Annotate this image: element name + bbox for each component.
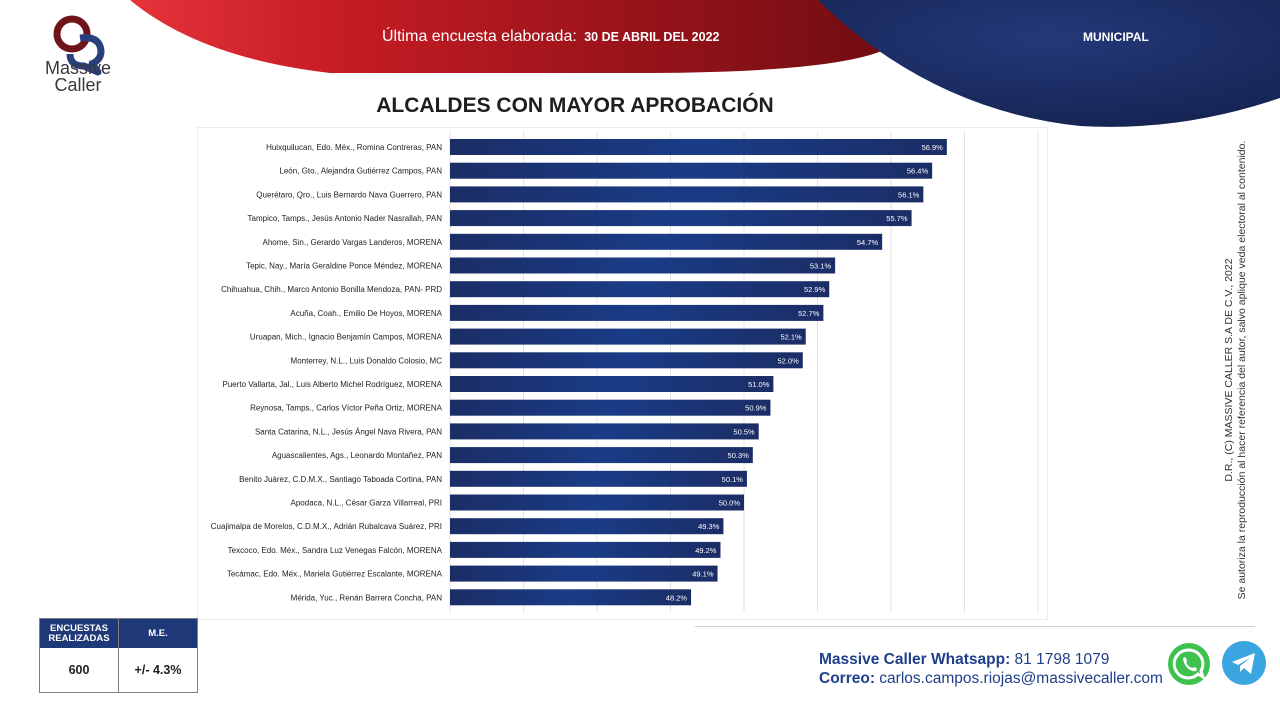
category-label: Puerto Vallarta, Jal., Luis Alberto Mich…	[223, 380, 443, 389]
bar-value-label: 56.4%	[907, 167, 929, 176]
category-label: Querétaro, Qro., Luis Bernardo Nava Guer…	[256, 190, 442, 199]
approval-bar	[450, 257, 836, 274]
approval-bar	[450, 139, 947, 155]
whatsapp-label: Massive Caller Whatsapp:	[819, 651, 1011, 668]
category-label: Acuña, Coah., Emilio De Hoyos, MORENA	[290, 309, 442, 318]
header-navy-swoosh	[818, 0, 1280, 127]
header-red-swoosh	[130, 0, 905, 73]
chart-title: ALCALDES CON MAYOR APROBACIÓN	[376, 94, 774, 117]
whatsapp-number[interactable]: 81 1798 1079	[1014, 651, 1110, 668]
approval-bar	[450, 447, 753, 464]
approval-bar	[450, 376, 774, 392]
category-label: Ahome, Sin., Gerardo Vargas Landeros, MO…	[263, 238, 443, 247]
category-label: Cuajimalpa de Morelos, C.D.M.X., Adrián …	[211, 522, 442, 531]
me-value: +/- 4.3%	[134, 663, 182, 677]
category-label: Monterrey, N.L., Luis Donaldo Colosio, M…	[291, 356, 443, 365]
bar-value-label: 51.0%	[748, 380, 770, 389]
approval-bar	[450, 162, 933, 179]
stats-header-row: ENCUESTAS REALIZADAS M.E.	[40, 619, 197, 648]
survey-date-line: Última encuesta elaborada: 30 DE ABRIL D…	[382, 28, 719, 46]
brand-name-line1: Massive	[44, 58, 111, 78]
bar-value-label: 49.1%	[692, 570, 714, 579]
category-label: Texcoco, Edo. Méx., Sandra Luz Venegas F…	[228, 546, 443, 555]
bar-value-label: 53.1%	[810, 262, 832, 271]
bar-value-label: 52.1%	[780, 333, 802, 342]
category-label: Reynosa, Tamps., Carlos Víctor Peña Orti…	[250, 404, 443, 413]
surveys-header: ENCUESTAS REALIZADAS	[40, 619, 119, 648]
massive-caller-logo	[53, 15, 105, 76]
surveys-value: 600	[40, 648, 119, 692]
category-label: Tampico, Tamps., Jesús Antonio Nader Nas…	[248, 214, 443, 223]
approval-bar	[450, 210, 912, 227]
header-background	[130, 0, 1280, 127]
bar-value-label: 48.2%	[666, 593, 688, 602]
category-label: Tepic, Nay., María Geraldine Ponce Ménde…	[246, 262, 443, 271]
survey-label: Última encuesta elaborada:	[382, 28, 577, 45]
whatsapp-line: Massive Caller Whatsapp: 81 1798 1079	[819, 650, 1163, 669]
survey-stats-table: ENCUESTAS REALIZADAS M.E. 600 +/- 4.3%	[39, 618, 198, 693]
telegram-icon[interactable]	[1221, 640, 1267, 686]
approval-bar	[450, 186, 924, 203]
chart-panel: Huixquilucan, Edo. Méx., Romina Contrera…	[197, 127, 1048, 620]
category-label: Tecámac, Edo. Méx., Mariela Gutiérrez Es…	[227, 570, 443, 579]
approval-bar	[450, 399, 771, 416]
category-label: León, Gto., Alejandra Gutiérrez Campos, …	[279, 167, 442, 176]
legal-line-2: Se autoriza la reproducción al hacer ref…	[1236, 140, 1248, 600]
bar-value-label: 49.3%	[698, 522, 720, 531]
contact-info: Massive Caller Whatsapp: 81 1798 1079 Co…	[819, 650, 1163, 688]
contact-divider	[695, 626, 1255, 627]
me-header: M.E.	[148, 627, 168, 639]
category-label: Santa Catarina, N.L., Jesús Ángel Nava R…	[255, 427, 442, 436]
bar-value-label: 50.5%	[733, 427, 755, 436]
brand-name: Massive Caller	[30, 58, 126, 95]
approval-bar	[450, 423, 759, 440]
category-label: Huixquilucan, Edo. Méx., Romina Contrera…	[266, 143, 442, 152]
approval-bar-chart: Huixquilucan, Edo. Méx., Romina Contrera…	[211, 132, 1039, 612]
approval-bar	[450, 589, 692, 606]
brand-name-line2: Caller	[54, 75, 102, 95]
category-label: Uruapan, Mich., Ignacio Benjamín Campos,…	[250, 333, 443, 342]
bar-value-label: 50.0%	[719, 499, 741, 508]
email-line: Correo: carlos.campos.riojas@massivecall…	[819, 669, 1163, 688]
bar-value-label: 50.3%	[728, 451, 750, 460]
category-label: Aguascalientes, Ags., Leonardo Montañez,…	[272, 451, 442, 460]
category-label: Mérida, Yuc., Renán Barrera Concha, PAN	[291, 593, 443, 602]
approval-bar	[450, 470, 747, 487]
bar-value-label: 54.7%	[857, 238, 879, 247]
category-label: Apodaca, N.L., César Garza Villarreal, P…	[291, 499, 442, 508]
approval-bar	[450, 233, 883, 250]
logo-bubble-icon	[53, 15, 105, 76]
approval-bar	[450, 565, 718, 582]
approval-bar	[450, 328, 806, 345]
scope-label: MUNICIPAL	[1083, 30, 1149, 44]
bar-value-label: 49.2%	[695, 546, 717, 555]
email-address[interactable]: carlos.campos.riojas@massivecaller.com	[879, 670, 1163, 687]
approval-bar	[450, 518, 724, 535]
bar-value-label: 52.0%	[778, 356, 800, 365]
bar-value-label: 52.9%	[804, 285, 826, 294]
stats-value-row: 600 +/- 4.3%	[40, 648, 197, 692]
bar-value-label: 52.7%	[798, 309, 820, 318]
approval-bar	[450, 352, 803, 369]
bar-value-label: 55.7%	[886, 214, 908, 223]
survey-date: 30 DE ABRIL DEL 2022	[584, 30, 720, 44]
approval-bar	[450, 494, 744, 511]
bar-value-label: 50.9%	[745, 404, 767, 413]
legal-line-1: D.R., (C) MASSIVE CALLER S.A DE C.V., 20…	[1223, 258, 1235, 482]
bar-value-label: 50.1%	[722, 475, 744, 484]
email-label: Correo:	[819, 670, 875, 687]
category-label: Chihuahua, Chih., Marco Antonio Bonilla …	[221, 285, 442, 294]
bar-value-label: 56.9%	[922, 143, 944, 152]
whatsapp-icon[interactable]	[1165, 640, 1213, 688]
bar-value-label: 56.1%	[898, 190, 920, 199]
approval-bar	[450, 281, 830, 298]
category-label: Benito Juárez, C.D.M.X., Santiago Taboad…	[239, 475, 442, 484]
approval-bar	[450, 541, 721, 558]
approval-bar	[450, 304, 824, 321]
